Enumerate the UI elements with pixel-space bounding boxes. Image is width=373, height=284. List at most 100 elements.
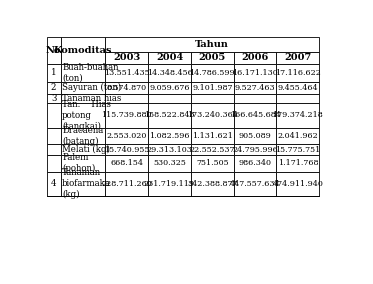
Text: 15.775.751: 15.775.751	[275, 146, 320, 154]
Bar	[276, 103, 319, 128]
Bar	[233, 64, 276, 82]
Text: 14.786.599: 14.786.599	[189, 68, 235, 77]
Text: 9.455.464: 9.455.464	[278, 83, 318, 91]
Text: 115.739.880: 115.739.880	[101, 111, 152, 119]
Bar	[276, 64, 319, 82]
Bar	[60, 144, 105, 155]
Bar	[60, 103, 105, 128]
Bar	[191, 155, 233, 172]
Bar	[191, 82, 233, 93]
Bar	[47, 37, 60, 64]
Bar	[191, 52, 233, 64]
Text: Tanaman hias: Tanaman hias	[62, 94, 122, 103]
Bar	[47, 103, 60, 128]
Bar	[233, 82, 276, 93]
Bar	[148, 82, 191, 93]
Text: 1.082.596: 1.082.596	[149, 132, 190, 140]
Bar	[47, 82, 60, 93]
Text: Dracaena
(batang): Dracaena (batang)	[62, 126, 103, 146]
Text: No: No	[46, 46, 61, 55]
Bar	[148, 144, 191, 155]
Bar	[47, 93, 60, 103]
Text: 905.089: 905.089	[239, 132, 272, 140]
Bar	[105, 52, 148, 64]
Bar	[47, 64, 60, 82]
Text: 2: 2	[51, 83, 56, 92]
Bar	[60, 82, 105, 93]
Bar	[276, 128, 319, 144]
Bar	[105, 93, 148, 103]
Text: 13.551.435: 13.551.435	[104, 68, 150, 77]
Text: 22.552.537: 22.552.537	[189, 146, 235, 154]
Bar	[233, 172, 276, 196]
Text: 2003: 2003	[113, 53, 140, 62]
Bar	[233, 144, 276, 155]
Bar	[276, 82, 319, 93]
Bar	[276, 93, 319, 103]
Bar	[276, 155, 319, 172]
Bar	[191, 64, 233, 82]
Text: 2006: 2006	[241, 53, 269, 62]
Text: 9.101.987: 9.101.987	[192, 83, 232, 91]
Bar	[105, 37, 319, 52]
Text: 530.325: 530.325	[153, 159, 186, 168]
Text: 29.313.103: 29.313.103	[147, 146, 192, 154]
Bar	[191, 128, 233, 144]
Text: 2.041.962: 2.041.962	[278, 132, 318, 140]
Text: 474.911.940: 474.911.940	[272, 180, 323, 188]
Text: 2.553.020: 2.553.020	[107, 132, 147, 140]
Text: 2005: 2005	[199, 53, 226, 62]
Bar	[105, 172, 148, 196]
Text: 9.527.463: 9.527.463	[235, 83, 275, 91]
Text: 179.374.218: 179.374.218	[272, 111, 323, 119]
Text: 14.348.456: 14.348.456	[147, 68, 192, 77]
Text: 15.740.955: 15.740.955	[104, 146, 149, 154]
Text: 751.505: 751.505	[196, 159, 229, 168]
Bar	[60, 93, 105, 103]
Bar	[148, 155, 191, 172]
Text: 4: 4	[51, 179, 56, 188]
Text: 2004: 2004	[156, 53, 183, 62]
Bar	[148, 128, 191, 144]
Text: Palem
(pohon): Palem (pohon)	[62, 153, 95, 174]
Bar	[47, 144, 60, 155]
Text: 668.154: 668.154	[110, 159, 143, 168]
Bar	[47, 155, 60, 172]
Bar	[105, 103, 148, 128]
Bar	[105, 155, 148, 172]
Text: 158.522.843: 158.522.843	[144, 111, 195, 119]
Bar	[47, 172, 60, 196]
Text: 166.645.684: 166.645.684	[230, 111, 280, 119]
Text: 1.171.768: 1.171.768	[278, 159, 318, 168]
Bar	[105, 82, 148, 93]
Bar	[233, 128, 276, 144]
Text: 9.059.676: 9.059.676	[149, 83, 190, 91]
Bar	[148, 172, 191, 196]
Bar	[60, 128, 105, 144]
Bar	[105, 64, 148, 82]
Bar	[233, 52, 276, 64]
Bar	[233, 103, 276, 128]
Bar	[148, 64, 191, 82]
Text: 231.719.119: 231.719.119	[144, 180, 195, 188]
Bar	[148, 93, 191, 103]
Bar	[276, 144, 319, 155]
Bar	[276, 172, 319, 196]
Bar	[60, 155, 105, 172]
Text: 342.388.877: 342.388.877	[187, 180, 238, 188]
Text: 3: 3	[51, 94, 56, 103]
Bar	[191, 93, 233, 103]
Text: 1: 1	[51, 68, 56, 77]
Bar	[60, 37, 105, 64]
Text: Tahun: Tahun	[195, 40, 229, 49]
Text: 986.340: 986.340	[239, 159, 272, 168]
Text: Komoditas: Komoditas	[54, 46, 112, 55]
Text: Sayuran (ton): Sayuran (ton)	[62, 83, 122, 92]
Text: 17.116.622: 17.116.622	[275, 68, 321, 77]
Text: Melati (kg): Melati (kg)	[62, 145, 110, 154]
Bar	[191, 172, 233, 196]
Text: 2007: 2007	[284, 53, 311, 62]
Bar	[233, 155, 276, 172]
Bar	[60, 172, 105, 196]
Bar	[148, 103, 191, 128]
